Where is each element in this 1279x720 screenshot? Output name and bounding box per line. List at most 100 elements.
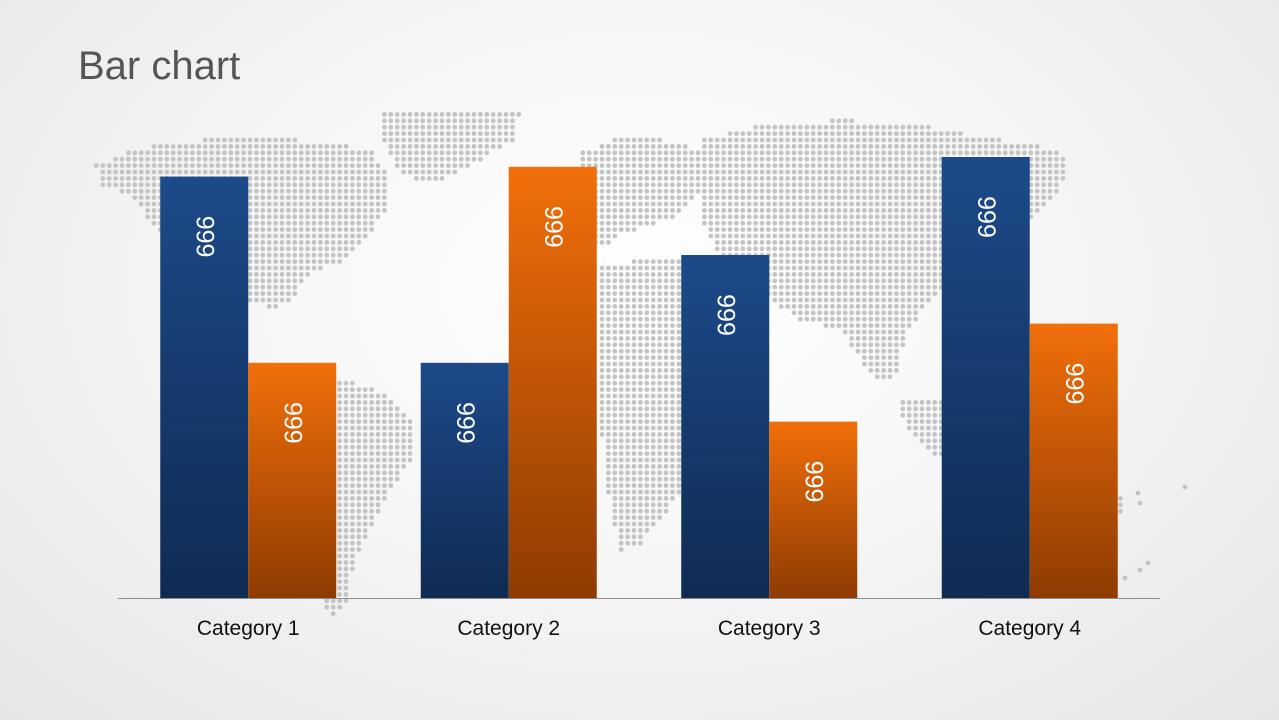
map-dot [926, 144, 931, 149]
map-dot [375, 188, 381, 194]
map-dot [721, 150, 726, 156]
map-dot [849, 137, 854, 143]
map-dot [791, 137, 797, 143]
map-dot [721, 201, 726, 207]
map-dot [638, 150, 643, 156]
map-dot [708, 188, 714, 194]
map-dot [900, 220, 906, 226]
map-dot [420, 163, 426, 169]
map-dot [1054, 176, 1059, 181]
map-dot [708, 144, 714, 149]
map-dot [798, 169, 803, 175]
map-dot [759, 195, 765, 201]
data-label-series2-category3: 999 [799, 461, 827, 503]
map-dot [791, 220, 797, 226]
map-dot [900, 188, 906, 194]
map-dot [689, 156, 694, 162]
map-dot [618, 176, 624, 181]
map-dot [810, 144, 816, 149]
map-dot [298, 182, 304, 188]
data-label-series1-category4: 999 [972, 196, 1000, 238]
map-dot [804, 176, 810, 181]
map-dot [746, 156, 752, 162]
map-dot [606, 144, 611, 149]
map-dot [452, 156, 458, 162]
map-dot [318, 220, 323, 226]
map-dot [772, 156, 778, 162]
map-dot [311, 214, 317, 220]
map-dot [823, 137, 829, 143]
map-dot [1041, 201, 1046, 207]
map-dot [113, 176, 118, 181]
map-dot [382, 137, 387, 143]
map-dot [145, 195, 151, 201]
map-dot [881, 182, 886, 188]
map-dot [772, 176, 778, 181]
map-dot [1041, 195, 1046, 201]
map-dot [1054, 156, 1059, 162]
map-dot [266, 156, 272, 162]
map-dot [439, 112, 445, 117]
map-dot [292, 208, 298, 213]
map-dot [983, 137, 989, 143]
map-dot [279, 201, 285, 207]
map-dot [804, 163, 810, 169]
map-dot [638, 137, 643, 143]
map-dot [599, 208, 605, 213]
map-dot [260, 150, 266, 156]
map-dot [100, 169, 106, 175]
map-dot [618, 220, 624, 226]
map-dot [337, 176, 342, 181]
map-dot [926, 156, 931, 162]
map-dot [125, 176, 131, 181]
map-dot [753, 156, 758, 162]
map-dot [938, 131, 944, 137]
map-dot [638, 182, 643, 188]
map-dot [772, 208, 778, 213]
map-dot [106, 182, 112, 188]
map-dot [478, 144, 483, 149]
map-dot [247, 176, 253, 181]
map-dot [215, 144, 221, 149]
map-dot [644, 220, 650, 226]
map-dot [657, 201, 662, 207]
map-dot [759, 201, 765, 207]
map-dot [119, 188, 125, 194]
map-dot [798, 144, 803, 149]
map-dot [759, 169, 765, 175]
map-dot [830, 169, 835, 175]
map-dot [644, 156, 650, 162]
map-dot [830, 137, 835, 143]
map-dot [823, 144, 829, 149]
map-dot [657, 169, 662, 175]
map-dot [254, 182, 259, 188]
map-dot [663, 176, 669, 181]
map-dot [874, 124, 880, 130]
map-dot [407, 112, 413, 117]
map-dot [343, 220, 349, 226]
map-dot [663, 195, 669, 201]
map-dot [132, 163, 138, 169]
map-dot [804, 124, 810, 130]
map-dot [919, 195, 925, 201]
map-dot [407, 124, 413, 130]
map-dot [202, 163, 208, 169]
map-dot [714, 220, 720, 226]
map-dot [170, 150, 176, 156]
map-dot [612, 214, 618, 220]
map-dot [330, 220, 336, 226]
map-dot [247, 220, 253, 226]
map-dot [273, 188, 278, 194]
map-dot [298, 195, 304, 201]
map-dot [452, 169, 458, 175]
map-dot [362, 169, 368, 175]
map-dot [330, 150, 336, 156]
map-dot [900, 176, 906, 181]
map-dot [298, 201, 304, 207]
map-dot [330, 201, 336, 207]
map-dot [887, 208, 893, 213]
map-dot [292, 137, 298, 143]
bar-series1-category2 [420, 362, 509, 598]
map-dot [356, 214, 362, 220]
map-dot [286, 169, 291, 175]
